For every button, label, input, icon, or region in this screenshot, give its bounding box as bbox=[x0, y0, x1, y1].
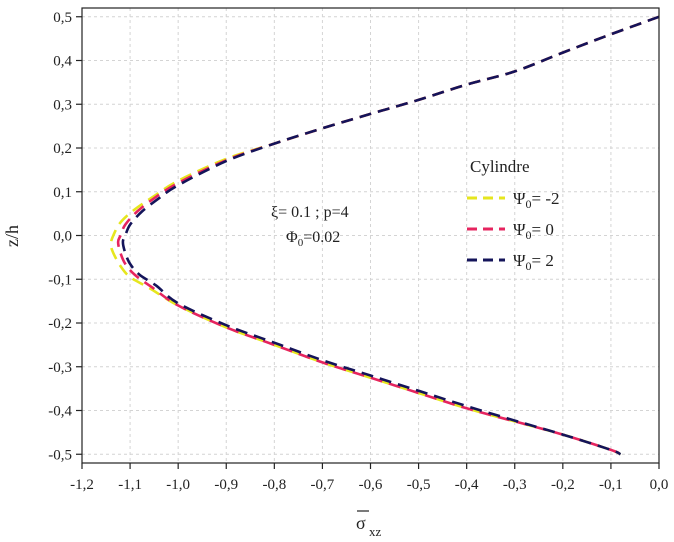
x-tick-label: -0,8 bbox=[262, 477, 286, 493]
series-group bbox=[109, 15, 660, 456]
annotation-line-2: Φ0=0.02 bbox=[286, 229, 340, 249]
x-tick-label: -1,2 bbox=[70, 477, 94, 493]
x-axis-title: σ xz bbox=[356, 510, 382, 539]
x-axis-title-subscript: xz bbox=[369, 524, 382, 539]
x-tick-label: -0,2 bbox=[551, 477, 575, 493]
y-tick-label: -0,3 bbox=[48, 360, 72, 376]
legend-item-psi-2: Ψ0= 2 bbox=[467, 251, 554, 273]
y-tick-label: 0,3 bbox=[53, 97, 72, 113]
x-tick-label: -0,6 bbox=[359, 477, 383, 493]
x-tick-label: -1,1 bbox=[118, 477, 142, 493]
x-axis-title-symbol: σ bbox=[356, 513, 366, 533]
y-tick-label: 0,5 bbox=[53, 10, 72, 26]
legend-item-psi-0: Ψ0= 0 bbox=[467, 220, 554, 242]
x-tick-label: 0,0 bbox=[650, 477, 669, 493]
series-line-psi-2 bbox=[121, 15, 660, 456]
annotation: ξ= 0.1 ; p=4 Φ0=0.02 bbox=[271, 204, 349, 249]
legend-label: Ψ0= 2 bbox=[513, 251, 554, 273]
y-tick-label: -0,4 bbox=[48, 404, 72, 420]
x-tick-label: -0,1 bbox=[599, 477, 623, 493]
x-tick-label: -0,3 bbox=[503, 477, 527, 493]
x-tick-label: -0,4 bbox=[455, 477, 479, 493]
y-axis-title: z/h bbox=[2, 225, 22, 247]
legend-label: Ψ0= -2 bbox=[513, 189, 560, 211]
legend: Cylindre Ψ0= -2 Ψ0= 0 Ψ0= 2 bbox=[467, 157, 560, 273]
y-tick-label: -0,2 bbox=[48, 316, 72, 332]
annotation-line-1: ξ= 0.1 ; p=4 bbox=[271, 204, 349, 221]
y-tick-label: -0,1 bbox=[48, 272, 72, 288]
legend-title: Cylindre bbox=[470, 157, 530, 176]
y-tick-label: 0,2 bbox=[53, 141, 72, 157]
y-tick-label: 0,0 bbox=[53, 229, 72, 245]
legend-label: Ψ0= 0 bbox=[513, 220, 554, 242]
y-tick-label: 0,1 bbox=[53, 185, 72, 201]
grid bbox=[81, 8, 660, 463]
y-tick-label: 0,4 bbox=[53, 54, 72, 70]
x-tick-label: -0,9 bbox=[214, 477, 238, 493]
ticks bbox=[76, 16, 660, 469]
y-tick-label: -0,5 bbox=[48, 447, 72, 463]
legend-item-psi-minus-2: Ψ0= -2 bbox=[467, 189, 560, 211]
x-tick-label: -1,0 bbox=[166, 477, 190, 493]
x-tick-label: -0,7 bbox=[311, 477, 335, 493]
tick-labels: -1,2 -1,1 -1,0 -0,9 -0,8 -0,7 -0,6 -0,5 -0,4 -0,3… bbox=[48, 10, 668, 493]
x-tick-label: -0,5 bbox=[407, 477, 431, 493]
